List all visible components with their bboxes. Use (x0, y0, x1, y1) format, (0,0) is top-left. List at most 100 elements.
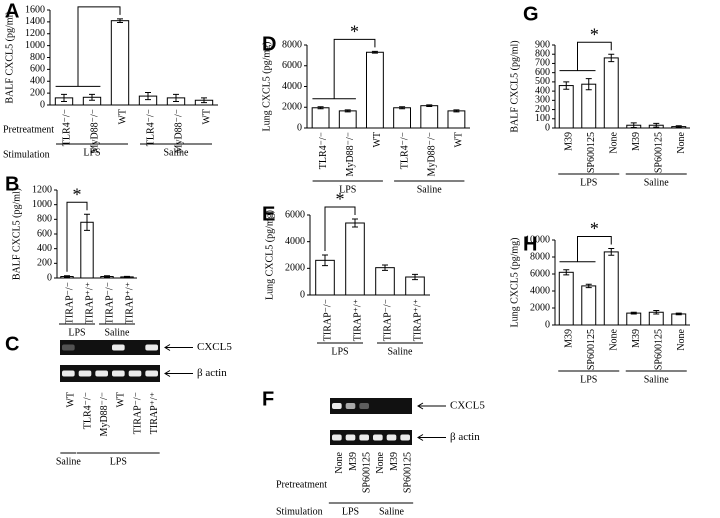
y-tick-label: 8000 (282, 39, 302, 50)
x-tick-label: M39 (631, 329, 642, 348)
band-label: CXCL5 (450, 400, 485, 412)
bar (375, 267, 395, 296)
error-bar (382, 264, 388, 271)
lane-label: WT (66, 392, 77, 408)
panel-label: F (262, 388, 274, 410)
error-bar (104, 275, 110, 278)
y-tick-label: 900 (535, 39, 550, 50)
significance-bracket (577, 236, 612, 262)
y-tick-label: 2000 (530, 302, 550, 313)
significance-bracket (577, 41, 612, 71)
error-bar (630, 311, 637, 315)
lane-label: WT (116, 392, 127, 408)
bar (626, 312, 642, 326)
x-tick-label: MyD88⁻/⁻ (345, 132, 356, 176)
gel-band (359, 434, 369, 441)
y-tick-label: 0 (47, 272, 52, 283)
group-label: LPS (580, 374, 597, 385)
y-tick-label: 1200 (32, 184, 52, 195)
panel-label: G (523, 3, 539, 25)
y-tick-label: 1600 (25, 4, 45, 15)
panel-label: H (523, 233, 537, 255)
group-label: Saline (56, 456, 82, 467)
x-tick-label: WT (117, 109, 128, 125)
x-tick-label: TIRAP⁻/⁻ (104, 282, 115, 324)
x-tick-label: M39 (631, 132, 642, 151)
group-label: LPS (339, 184, 356, 195)
significance-mark: * (95, 0, 104, 9)
y-tick-label: 1400 (25, 16, 45, 27)
gel-band (62, 344, 75, 351)
gel-row (60, 340, 160, 355)
gel-band (359, 403, 369, 409)
y-tick-label: 0 (40, 99, 45, 110)
y-tick-label: 400 (30, 76, 45, 87)
y-tick-label: 4000 (282, 81, 302, 92)
error-bar (608, 53, 615, 63)
significance-mark: * (336, 189, 345, 209)
lane-label: TLR4⁻/⁻ (82, 392, 93, 429)
bar (671, 313, 687, 326)
x-tick-label: TLR4⁻/⁻ (145, 109, 156, 146)
gel-band (112, 370, 125, 377)
error-bar (453, 109, 460, 113)
x-tick-label: M39 (564, 132, 575, 151)
group-label: LPS (110, 456, 127, 467)
error-bar (653, 310, 660, 315)
significance-mark: * (350, 22, 359, 42)
y-tick-label: 800 (535, 49, 550, 60)
gel-band (400, 434, 410, 441)
y-tick-label: 2000 (282, 102, 302, 113)
lane-label: SP600125 (402, 452, 413, 493)
y-tick-label: 6000 (285, 209, 305, 220)
group-label: Saline (105, 327, 131, 338)
x-tick-label: WT (372, 132, 383, 148)
lane-label: TIRAP⁺/⁺ (149, 392, 160, 434)
bar (420, 105, 439, 129)
bar (603, 57, 619, 129)
error-bar (173, 93, 179, 102)
error-bar (653, 122, 660, 128)
bar (447, 110, 466, 129)
x-tick-label: M39 (564, 329, 575, 348)
band-label: β actin (450, 431, 480, 443)
error-bar (89, 93, 95, 101)
error-bar (585, 283, 592, 289)
y-tick-label: 400 (535, 85, 550, 96)
y-tick-label: 10000 (525, 234, 550, 245)
lane-label: None (375, 451, 386, 473)
gel-row (60, 365, 160, 382)
y-tick-label: 6000 (530, 268, 550, 279)
y-tick-label: 4000 (285, 236, 305, 247)
group-label: LPS (331, 346, 348, 357)
gel-band (332, 403, 342, 409)
y-tick-label: 500 (535, 76, 550, 87)
row-label: Pretreatment (276, 479, 327, 490)
x-tick-label: TIRAP⁺/⁺ (352, 299, 363, 341)
group-label: Saline (644, 374, 670, 385)
error-bar (344, 109, 351, 113)
error-bar (61, 93, 67, 102)
error-bar (371, 50, 378, 54)
panel-label: A (5, 0, 19, 22)
gel-band (373, 434, 383, 441)
y-tick-label: 400 (37, 243, 52, 254)
y-tick-label: 200 (37, 258, 52, 269)
y-tick-label: 0 (297, 122, 302, 133)
group-label: LPS (83, 147, 100, 158)
y-axis-label: Lung CXCL5 (pg/mg) (509, 238, 520, 328)
gel-band (345, 403, 356, 409)
x-tick-label: None (676, 131, 687, 153)
significance-bracket (333, 38, 376, 99)
group-label: Saline (644, 177, 670, 188)
error-bar (675, 125, 682, 129)
significance-bracket (66, 201, 88, 272)
x-tick-label: WT (454, 132, 465, 148)
group-label: Saline (417, 184, 443, 195)
gel-row (330, 430, 412, 445)
error-bar (64, 275, 70, 278)
lane-label: M39 (348, 452, 359, 471)
gel-band (95, 370, 108, 377)
gel-band (345, 434, 356, 441)
